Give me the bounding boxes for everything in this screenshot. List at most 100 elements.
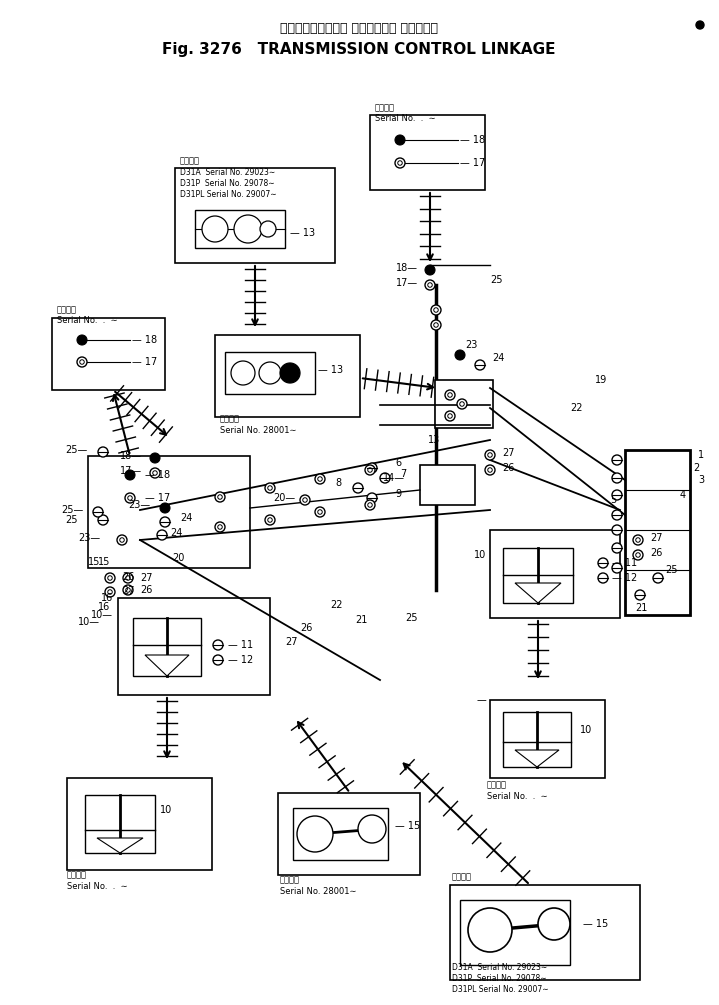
Circle shape [126, 588, 130, 592]
Text: 5: 5 [610, 495, 616, 505]
Bar [88, 456, 250, 568]
Text: 26: 26 [300, 623, 312, 633]
Bar [278, 793, 420, 875]
Circle shape [105, 573, 115, 583]
Text: D31P  Serial No. 29078∼: D31P Serial No. 29078∼ [452, 974, 546, 983]
Text: — 15: — 15 [395, 821, 420, 831]
Circle shape [297, 816, 333, 852]
Text: 24: 24 [170, 528, 183, 538]
Text: 22: 22 [570, 403, 582, 413]
Text: 7: 7 [400, 469, 406, 479]
Circle shape [612, 490, 622, 500]
Bar [195, 210, 285, 248]
Circle shape [431, 320, 441, 330]
Circle shape [315, 507, 325, 517]
Text: 適用号機: 適用号機 [280, 875, 300, 884]
Text: 27: 27 [650, 533, 662, 543]
Circle shape [77, 357, 87, 367]
Text: 9: 9 [395, 489, 401, 499]
Text: 2: 2 [693, 463, 700, 473]
Bar [370, 115, 485, 190]
Bar [420, 465, 475, 505]
Circle shape [234, 215, 262, 243]
Circle shape [636, 553, 640, 557]
Bar [52, 318, 165, 390]
Circle shape [538, 908, 570, 940]
Text: 適用号機: 適用号機 [452, 872, 472, 881]
Text: 16: 16 [101, 593, 113, 603]
Text: 23—: 23— [78, 533, 100, 543]
Circle shape [431, 305, 441, 315]
Circle shape [487, 452, 493, 457]
Text: 25: 25 [490, 275, 503, 285]
Circle shape [315, 474, 325, 484]
Text: — 12: — 12 [228, 655, 253, 665]
Circle shape [434, 323, 439, 328]
Circle shape [425, 280, 435, 290]
Circle shape [612, 563, 622, 573]
Text: 適用号機: 適用号機 [57, 306, 77, 315]
Circle shape [265, 515, 275, 525]
Circle shape [358, 815, 386, 843]
Text: 22: 22 [330, 600, 342, 610]
Bar [460, 900, 570, 965]
Polygon shape [515, 583, 561, 603]
Text: 27: 27 [285, 637, 298, 647]
Text: 21: 21 [355, 615, 367, 625]
Circle shape [612, 510, 622, 520]
Bar [625, 450, 690, 615]
Text: 26: 26 [502, 463, 514, 473]
Text: 27: 27 [502, 448, 515, 458]
Circle shape [653, 573, 663, 583]
Text: 25—: 25— [65, 445, 88, 455]
Circle shape [231, 361, 255, 385]
Text: Serial No.  .  ∼: Serial No. . ∼ [487, 792, 548, 801]
Circle shape [696, 21, 704, 29]
Circle shape [434, 308, 439, 313]
Text: — 13: — 13 [318, 365, 343, 375]
Text: Fig. 3276   TRANSMISSION CONTROL LINKAGE: Fig. 3276 TRANSMISSION CONTROL LINKAGE [162, 42, 556, 57]
Text: 25: 25 [65, 515, 78, 525]
Circle shape [123, 573, 133, 583]
Text: — 13: — 13 [290, 228, 315, 238]
Text: 27: 27 [140, 573, 152, 583]
Circle shape [612, 455, 622, 465]
Circle shape [150, 453, 160, 463]
Text: 適用号機: 適用号機 [487, 781, 507, 790]
Text: 18—: 18— [120, 451, 142, 461]
Text: 15: 15 [98, 557, 111, 567]
Circle shape [267, 485, 273, 490]
Circle shape [367, 463, 377, 473]
Circle shape [77, 335, 87, 345]
Text: 14—: 14— [383, 473, 405, 483]
Bar [175, 168, 335, 263]
Text: — 11: — 11 [612, 558, 637, 568]
Circle shape [395, 135, 405, 145]
Bar [118, 598, 270, 695]
Text: 6: 6 [395, 458, 401, 468]
Circle shape [117, 535, 127, 545]
Circle shape [152, 470, 157, 475]
Text: 18—: 18— [396, 263, 418, 273]
Text: 24: 24 [180, 513, 193, 523]
Circle shape [108, 576, 112, 580]
Circle shape [93, 507, 103, 517]
Circle shape [633, 535, 643, 545]
Text: 26: 26 [650, 548, 662, 558]
Circle shape [633, 550, 643, 560]
Circle shape [215, 492, 225, 502]
Circle shape [202, 216, 228, 242]
Bar [133, 618, 201, 676]
Text: 適用号機: 適用号機 [180, 157, 200, 166]
Text: 15: 15 [88, 557, 101, 567]
Text: 19: 19 [595, 375, 608, 385]
Circle shape [218, 494, 222, 499]
Polygon shape [97, 838, 143, 853]
Text: 25—: 25— [60, 505, 83, 515]
Circle shape [475, 360, 485, 370]
Circle shape [123, 585, 133, 595]
Text: 10: 10 [580, 725, 592, 735]
Text: 10—: 10— [91, 610, 113, 620]
Text: D31PL Serial No. 29007∼: D31PL Serial No. 29007∼ [180, 190, 277, 199]
Circle shape [300, 495, 310, 505]
